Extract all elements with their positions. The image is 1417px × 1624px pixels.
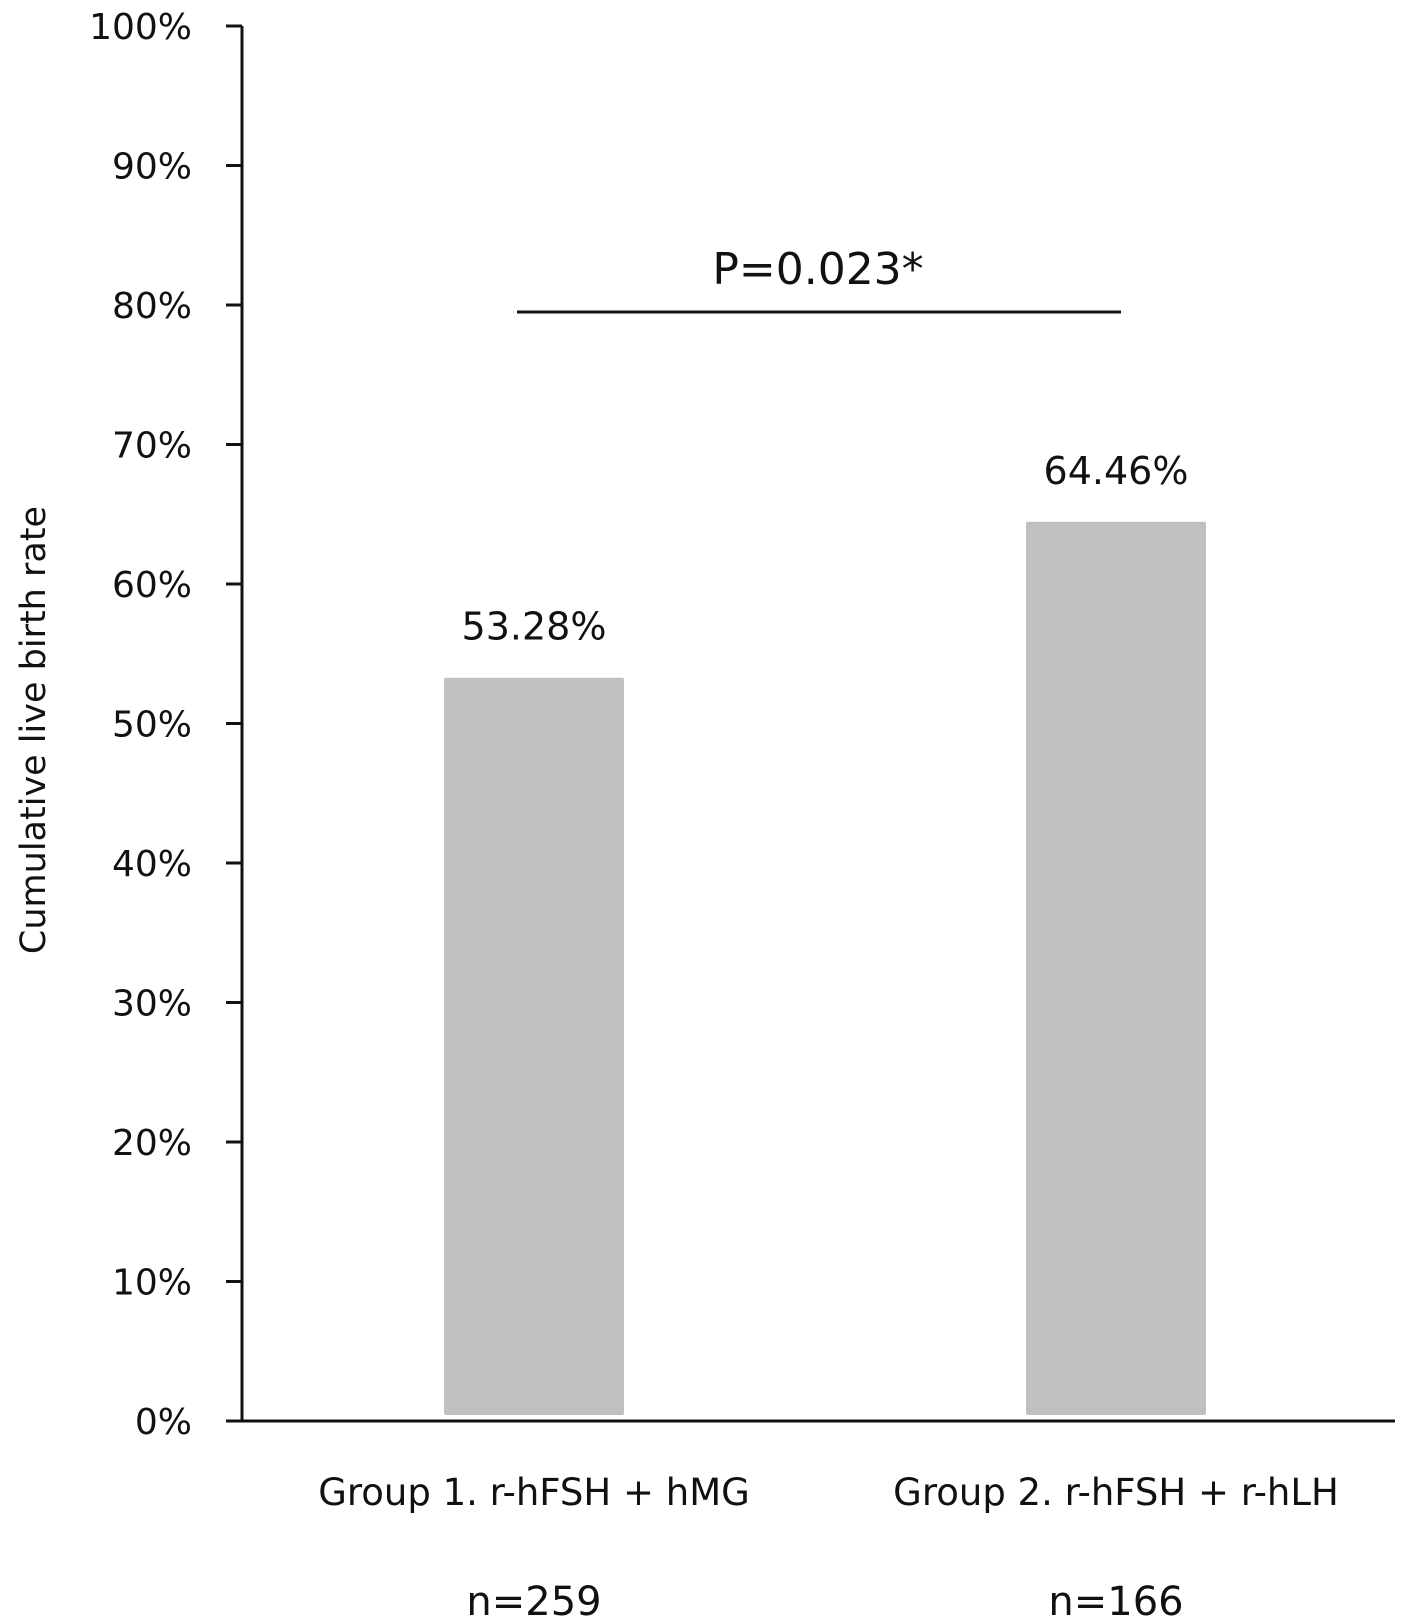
y-tick-label: 70% — [112, 426, 192, 467]
x-axis-category-labels: Group 1. r-hFSH + hMG Group 2. r-hFSH + r… — [318, 1471, 1339, 1514]
y-tick-label: 60% — [112, 565, 192, 606]
data-labels: 53.28% 64.46% — [462, 449, 1189, 649]
x-category-label: Group 2. r-hFSH + r-hLH — [893, 1471, 1339, 1514]
sample-size-label: n=259 — [466, 1579, 601, 1624]
y-tick-label: 40% — [112, 844, 192, 885]
sample-size-label: n=166 — [1048, 1579, 1183, 1624]
sample-size-labels: n=259 n=166 — [466, 1579, 1183, 1624]
y-axis-tick-labels: 0% 10% 20% 30% 40% 50% 60% 70% 80% 90% 100% — [89, 7, 192, 1443]
significance-p-value-label: P=0.023* — [712, 244, 923, 295]
bar-data-label: 64.46% — [1044, 449, 1189, 493]
y-axis-ticks — [226, 24, 242, 1423]
y-axis-title: Cumulative live birth rate — [14, 506, 54, 954]
bar — [1026, 521, 1206, 1415]
y-tick-label: 100% — [89, 7, 192, 48]
bar-data-label: 53.28% — [462, 605, 607, 649]
bar — [444, 677, 624, 1415]
bars — [444, 521, 1206, 1415]
y-tick-label: 10% — [112, 1263, 192, 1304]
y-tick-label: 50% — [112, 705, 192, 746]
y-tick-label: 0% — [135, 1402, 192, 1443]
y-tick-label: 80% — [112, 286, 192, 327]
y-tick-label: 90% — [112, 147, 192, 188]
y-tick-label: 20% — [112, 1123, 192, 1164]
x-category-label: Group 1. r-hFSH + hMG — [318, 1471, 750, 1514]
y-tick-label: 30% — [112, 984, 192, 1025]
